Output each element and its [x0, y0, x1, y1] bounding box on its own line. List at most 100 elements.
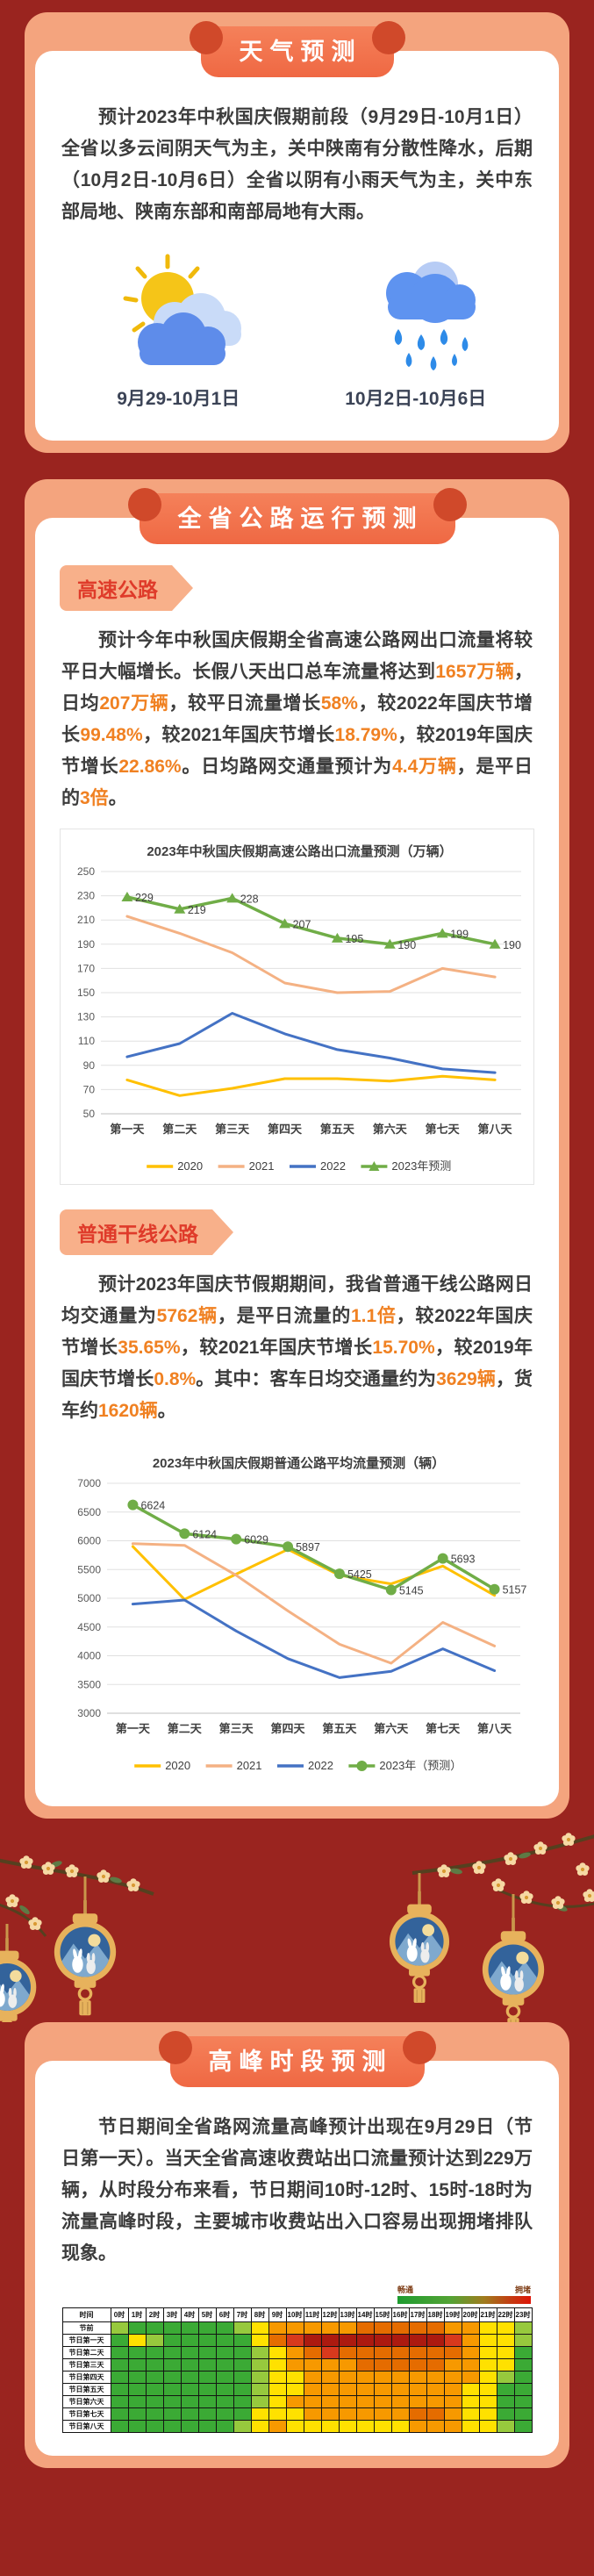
heatmap-cell — [426, 2371, 445, 2384]
heatmap-cell — [426, 2395, 445, 2408]
heatmap-cell — [513, 2346, 533, 2359]
heatmap-hour-header: 12时 — [320, 2307, 340, 2322]
text-segment: ，较2022年国庆节增长 — [61, 693, 533, 745]
weather-card-head: 天气预测 — [35, 21, 559, 77]
data-label: 6624 — [140, 1500, 165, 1512]
heatmap-cell — [408, 2383, 427, 2396]
section-ribbon-road: 全省公路运行预测 — [127, 488, 467, 544]
data-marker — [437, 1553, 448, 1564]
peak-card-body: 节日期间全省路网流量高峰预计出现在9月29日（节日第一天）。当天全省高速收费站出… — [35, 2061, 559, 2456]
highlighted-value: 4.4万辆 — [392, 757, 457, 777]
x-tick-label: 第八天 — [477, 1722, 512, 1735]
heatmap-corner: 时间 — [61, 2307, 111, 2322]
heatmap-cell — [443, 2346, 462, 2359]
heatmap-cell — [180, 2420, 199, 2433]
heatmap-cell — [478, 2407, 497, 2421]
data-label: 229 — [135, 892, 154, 904]
expressway-chart: 2023年中秋国庆假期高速公路出口流量预测（万辆） 50 70 90 110 130 150… — [60, 829, 534, 1185]
heatmap-cell — [426, 2358, 445, 2371]
highlighted-value: 15.70% — [372, 1338, 435, 1358]
y-tick-label: 5500 — [77, 1563, 101, 1575]
flower-icon — [491, 1878, 505, 1891]
heatmap-cell — [285, 2371, 304, 2384]
heatmap-cell — [162, 2420, 182, 2433]
x-tick-label: 第一天 — [116, 1722, 151, 1735]
y-tick-label: 210 — [77, 914, 95, 926]
heatmap-cell — [145, 2395, 164, 2408]
trunk-paragraph: 预计2023年国庆节假期期间，我省普通干线公路网日均交通量为5762辆，是平日流… — [61, 1269, 533, 1427]
heatmap-cell — [320, 2383, 340, 2396]
heatmap-cell — [426, 2334, 445, 2347]
heatmap-cell — [373, 2383, 392, 2396]
highlighted-value: 3629辆 — [436, 1369, 496, 1389]
legend-label: 2022 — [320, 1159, 346, 1173]
infographic-page: 天气预测 预计2023年中秋国庆假期前段（9月29日-10月1日）全省以多云间阴… — [0, 12, 594, 2468]
heatmap-cell — [303, 2321, 322, 2335]
heatmap-hour-header: 15时 — [373, 2307, 392, 2322]
heatmap-cell — [250, 2407, 269, 2421]
weather-date-late: 10月2日-10月6日 — [345, 389, 487, 409]
y-tick-label: 3000 — [77, 1707, 101, 1719]
data-marker — [127, 1499, 139, 1510]
y-tick-label: 50 — [83, 1108, 96, 1120]
peak-card: 高峰时段预测 节日期间全省路网流量高峰预计出现在9月29日（节日第一天）。当天全… — [25, 2022, 569, 2468]
highlighted-value: 58% — [320, 693, 358, 714]
chart-title: 2023年中秋国庆假期普通公路平均流量预测（辆） — [153, 1455, 445, 1471]
heatmap-hour-header: 21时 — [478, 2307, 497, 2322]
text-segment: ，较2021年国庆节增长 — [142, 725, 335, 745]
heatmap-cell — [180, 2395, 199, 2408]
heatmap-cell — [478, 2346, 497, 2359]
heatmap-cell — [338, 2334, 357, 2347]
lantern-icon — [0, 1938, 36, 2022]
legend-label: 2023年（预测） — [379, 1759, 462, 1772]
heatmap-cell — [478, 2358, 497, 2371]
heatmap-cell — [110, 2395, 129, 2408]
heatmap-cell — [426, 2407, 445, 2421]
heatmap-cell — [373, 2358, 392, 2371]
heatmap-cell — [145, 2420, 164, 2433]
heatmap-hour-header: 18时 — [426, 2307, 445, 2322]
heatmap-hour-header: 6时 — [215, 2307, 234, 2322]
section-ribbon-weather: 天气预测 — [189, 21, 405, 77]
x-tick-label: 第四天 — [268, 1123, 303, 1136]
heatmap-cell — [180, 2358, 199, 2371]
heatmap-cell — [268, 2420, 287, 2433]
flower-icon — [562, 1833, 576, 1846]
heatmap-cell — [268, 2407, 287, 2421]
heatmap-cell — [180, 2371, 199, 2384]
data-label: 6029 — [244, 1534, 268, 1546]
y-tick-label: 110 — [78, 1035, 95, 1047]
highlighted-value: 22.86% — [118, 757, 182, 777]
highlighted-value: 3倍 — [80, 788, 109, 808]
heatmap-cell — [478, 2321, 497, 2335]
heatmap-cell — [145, 2383, 164, 2396]
data-label: 5897 — [296, 1541, 320, 1553]
text-segment: 预计今年中秋国庆假期全省高速公路网出口流量将较平日大幅增长。长假八天出口总车流量… — [61, 630, 533, 682]
heatmap-cell — [408, 2371, 427, 2384]
data-marker — [174, 903, 186, 914]
x-tick-label: 第五天 — [322, 1722, 357, 1735]
heatmap-cell — [285, 2346, 304, 2359]
heatmap-cell — [443, 2383, 462, 2396]
legend-label: 2022 — [308, 1759, 333, 1772]
data-label: 195 — [345, 933, 363, 945]
heatmap-cell — [110, 2358, 129, 2371]
heatmap-cell — [233, 2395, 252, 2408]
heatmap-cell — [513, 2358, 533, 2371]
heatmap-cell — [426, 2383, 445, 2396]
flower-icon — [583, 1889, 594, 1902]
heatmap-hour-header: 23时 — [513, 2307, 533, 2322]
heatmap-cell — [215, 2407, 234, 2421]
heatmap-row-label: 节日第四天 — [61, 2371, 111, 2384]
data-label: 5157 — [503, 1584, 527, 1597]
text-segment: ，货车约 — [61, 1369, 533, 1421]
y-tick-label: 170 — [77, 962, 95, 974]
lantern-icon — [483, 1918, 544, 2022]
heatmap-cell — [461, 2420, 480, 2433]
heatmap-cell — [513, 2371, 533, 2384]
data-marker — [121, 891, 133, 901]
weather-date-early: 9月29-10月1日 — [117, 389, 240, 409]
heatmap-cell — [373, 2407, 392, 2421]
heatmap-cell — [320, 2346, 340, 2359]
heatmap-cell — [250, 2420, 269, 2433]
